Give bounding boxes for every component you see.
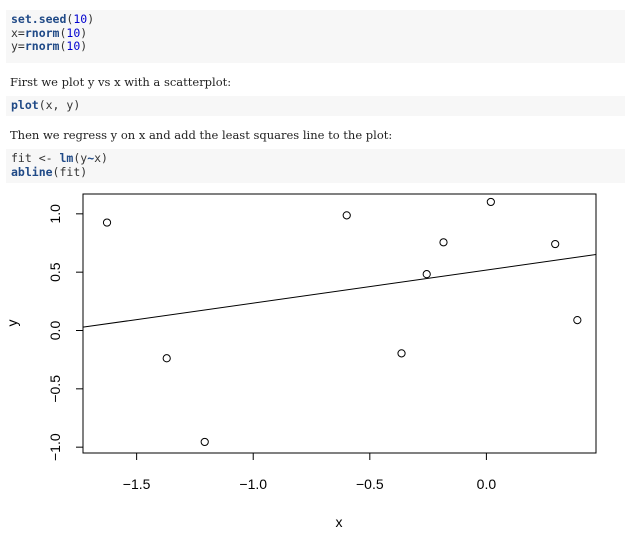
code-token: rnorm: [24, 25, 60, 40]
y-tick-label: −1.0: [47, 433, 63, 461]
y-tick-label: 0.5: [47, 262, 63, 282]
paragraph-plot-intro: First we plot y vs x with a scatterplot:: [10, 75, 232, 89]
scatter-point: [573, 316, 582, 325]
x-axis-label: x: [336, 514, 343, 530]
code-token: 10: [73, 12, 88, 26]
code-line: x=rnorm(10): [11, 25, 619, 41]
code-token: (fit): [52, 164, 88, 179]
y-axis-label: y: [4, 320, 20, 327]
scatter-point: [162, 354, 171, 363]
code-block-fit: fit <- lm(y~x) abline(fit): [6, 149, 625, 183]
scatter-point: [422, 270, 431, 279]
code-token: plot: [11, 98, 39, 112]
code-token: fit <-: [11, 151, 60, 165]
code-token: (: [59, 39, 67, 53]
scatter-point: [551, 239, 560, 249]
code-token: (y: [73, 151, 88, 165]
code-line: abline(fit): [11, 164, 619, 180]
scatterplot-figure: −1.5 −1.0 −0.5 0.0 −1.0 −0.5 0.0 0.5 1.0 x y: [4, 193, 597, 530]
code-token: abline: [11, 164, 53, 179]
code-token: (: [66, 12, 74, 26]
code-line: plot(x, y): [11, 98, 619, 113]
x-tick-label: −1.5: [123, 476, 151, 492]
code-token: ): [87, 12, 95, 26]
code-token: 10: [66, 25, 81, 40]
code-token: lm: [59, 151, 74, 165]
code-block-seed: set.seed(10) x=rnorm(10) y=rnorm(10): [6, 10, 625, 63]
y-axis: −1.0 −0.5 0.0 0.5 1.0: [47, 204, 84, 461]
code-line: fit <- lm(y~x): [11, 151, 619, 166]
scatter-points: [102, 197, 582, 447]
code-token: ~: [87, 151, 95, 165]
paragraph-regress-intro: Then we regress y on x and add the least…: [10, 128, 393, 142]
code-token: ): [80, 39, 88, 53]
code-token: x=: [11, 25, 25, 40]
code-token: (: [59, 25, 67, 40]
scatter-point: [102, 218, 112, 227]
x-tick-label: −1.0: [239, 476, 267, 492]
code-token: rnorm: [24, 39, 60, 53]
code-token: y=: [11, 39, 25, 53]
code-token: (x, y): [38, 98, 81, 112]
code-token: x): [94, 151, 108, 165]
plot-box: [82, 193, 597, 454]
code-token: ): [80, 25, 88, 40]
x-tick-label: 0.0: [477, 476, 497, 492]
y-tick-label: 1.0: [47, 204, 63, 224]
regression-line: [83, 254, 596, 328]
scatter-point: [200, 437, 209, 447]
code-block-plot: plot(x, y): [6, 96, 625, 116]
scatter-point: [342, 211, 351, 220]
scatter-point: [397, 349, 406, 358]
y-tick-label: 0.0: [47, 321, 63, 341]
code-token: 10: [66, 39, 81, 53]
code-token: set.seed: [11, 12, 67, 26]
code-line: y=rnorm(10): [11, 39, 619, 54]
x-tick-label: −0.5: [356, 476, 384, 492]
x-axis: −1.5 −1.0 −0.5 0.0: [123, 452, 497, 492]
code-line: set.seed(10): [11, 12, 619, 27]
scatter-point: [439, 238, 448, 247]
scatter-point: [486, 197, 495, 207]
y-tick-label: −0.5: [47, 375, 63, 403]
